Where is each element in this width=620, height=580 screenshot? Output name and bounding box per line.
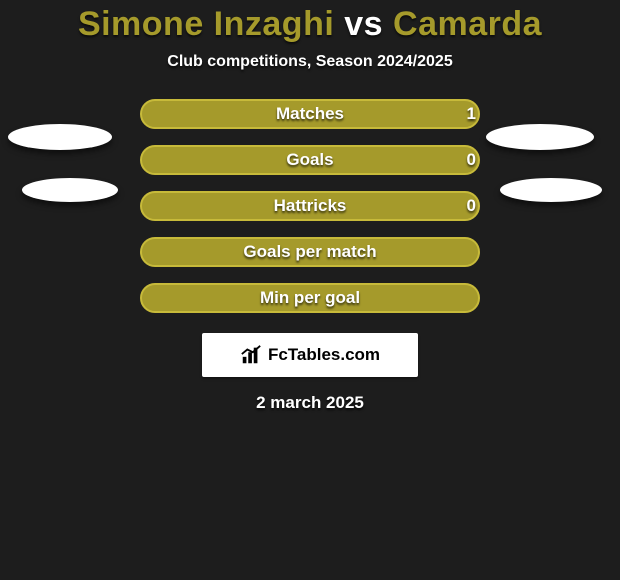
stat-bar bbox=[140, 237, 480, 267]
bar-chart-icon bbox=[240, 344, 262, 366]
stat-row: Goals0 bbox=[0, 145, 620, 175]
date-text: 2 march 2025 bbox=[0, 393, 620, 413]
side-ellipse bbox=[500, 178, 602, 202]
attribution-box: FcTables.com bbox=[202, 333, 418, 377]
stat-bar bbox=[140, 99, 480, 129]
title-vs: vs bbox=[344, 5, 383, 43]
stat-bar bbox=[140, 283, 480, 313]
title-player1: Simone Inzaghi bbox=[78, 5, 334, 43]
side-ellipse bbox=[8, 124, 112, 150]
comparison-card: Simone Inzaghi vs Camarda Club competiti… bbox=[0, 0, 620, 580]
page-title: Simone Inzaghi vs Camarda bbox=[0, 0, 620, 43]
stat-bar bbox=[140, 145, 480, 175]
side-ellipse bbox=[486, 124, 594, 150]
stat-row: Min per goal bbox=[0, 283, 620, 313]
side-ellipse bbox=[22, 178, 118, 202]
stat-row: Goals per match bbox=[0, 237, 620, 267]
attribution-text: FcTables.com bbox=[268, 345, 380, 365]
title-player2: Camarda bbox=[393, 5, 542, 43]
stat-bar bbox=[140, 191, 480, 221]
subtitle: Club competitions, Season 2024/2025 bbox=[0, 53, 620, 71]
